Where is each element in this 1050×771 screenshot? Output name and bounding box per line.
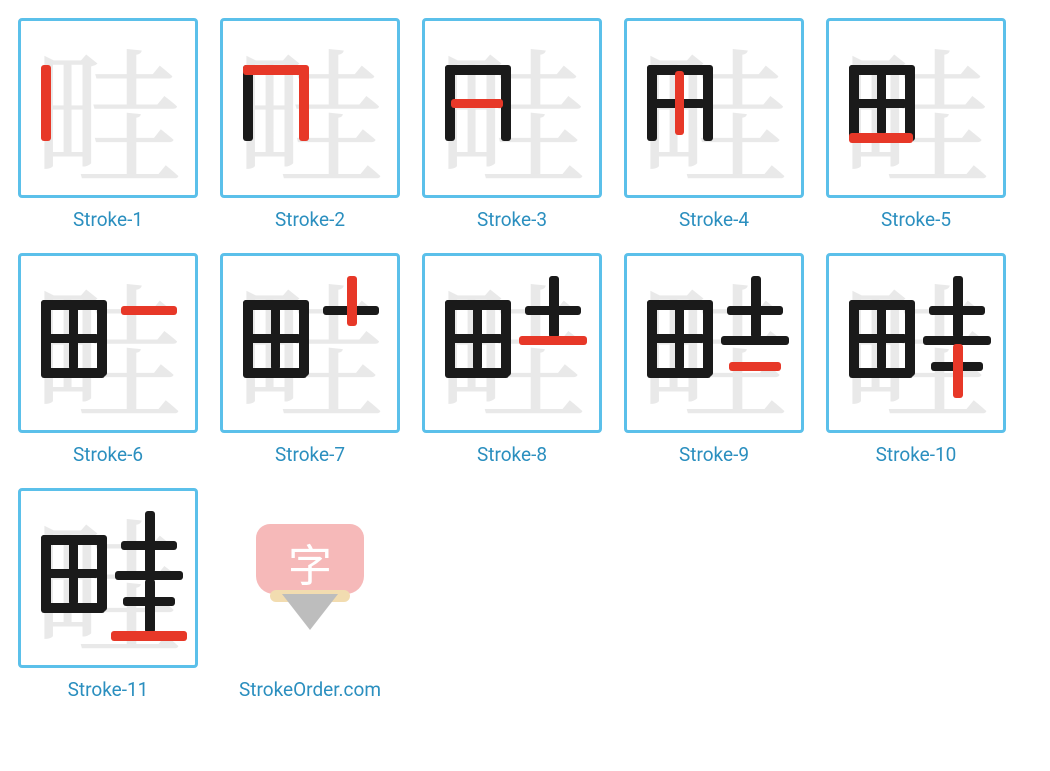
strokeorder-logo-icon: 字	[256, 524, 364, 646]
stroke-cell: 畦 Stroke-11	[18, 488, 198, 701]
stroke-caption: Stroke-11	[68, 678, 149, 701]
stroke-layer	[627, 21, 801, 195]
prev-stroke	[953, 276, 963, 338]
prev-stroke	[69, 306, 78, 370]
logo-pencil-tip-icon	[282, 594, 338, 630]
prev-stroke	[145, 511, 155, 573]
stroke-tile: 畦	[220, 253, 400, 433]
stroke-caption: Stroke-3	[477, 208, 547, 231]
current-stroke	[299, 65, 309, 141]
prev-stroke	[243, 65, 253, 141]
current-stroke	[121, 306, 177, 315]
prev-stroke	[675, 306, 684, 370]
stroke-order-grid: 畦 Stroke-1 畦 Stroke-2 畦 Stroke-3 畦 Stroke-4 畦 Str…	[18, 18, 1032, 701]
logo-caption: StrokeOrder.com	[239, 678, 381, 701]
prev-stroke	[41, 368, 105, 378]
prev-stroke	[445, 65, 509, 75]
stroke-layer	[425, 256, 599, 430]
prev-stroke	[41, 603, 105, 613]
stroke-caption: Stroke-10	[876, 443, 957, 466]
prev-stroke	[721, 336, 789, 345]
stroke-layer	[21, 491, 195, 665]
current-stroke	[729, 362, 781, 371]
prev-stroke	[877, 306, 886, 370]
stroke-layer	[425, 21, 599, 195]
stroke-cell: 畦 Stroke-7	[220, 253, 400, 466]
stroke-tile: 畦	[624, 253, 804, 433]
stroke-tile: 畦	[220, 18, 400, 198]
stroke-layer	[627, 256, 801, 430]
current-stroke	[243, 65, 307, 75]
current-stroke	[849, 133, 913, 143]
stroke-cell: 畦 Stroke-6	[18, 253, 198, 466]
stroke-tile: 畦	[624, 18, 804, 198]
stroke-layer	[223, 256, 397, 430]
prev-stroke	[877, 71, 886, 135]
stroke-cell: 畦 Stroke-3	[422, 18, 602, 231]
prev-stroke	[849, 368, 913, 378]
prev-stroke	[647, 368, 711, 378]
stroke-caption: Stroke-2	[275, 208, 345, 231]
current-stroke	[347, 276, 357, 326]
stroke-layer	[829, 21, 1003, 195]
stroke-layer	[21, 256, 195, 430]
stroke-tile: 畦	[422, 253, 602, 433]
stroke-cell: 畦 Stroke-8	[422, 253, 602, 466]
prev-stroke	[751, 276, 761, 338]
stroke-caption: Stroke-8	[477, 443, 547, 466]
current-stroke	[111, 631, 187, 641]
stroke-caption: Stroke-6	[73, 443, 143, 466]
stroke-cell: 畦 Stroke-5	[826, 18, 1006, 231]
stroke-tile: 畦	[18, 18, 198, 198]
stroke-cell: 畦 Stroke-10	[826, 253, 1006, 466]
stroke-caption: Stroke-9	[679, 443, 749, 466]
logo-tile: 字	[220, 488, 400, 668]
stroke-tile: 畦	[18, 488, 198, 668]
current-stroke	[41, 65, 51, 141]
prev-stroke	[243, 368, 307, 378]
current-stroke	[451, 99, 503, 108]
stroke-caption: Stroke-7	[275, 443, 345, 466]
logo-char: 字	[256, 530, 364, 594]
stroke-caption: Stroke-4	[679, 208, 749, 231]
stroke-layer	[21, 21, 195, 195]
logo-cell: 字 StrokeOrder.com	[220, 488, 400, 701]
stroke-cell: 畦 Stroke-1	[18, 18, 198, 231]
stroke-tile: 畦	[826, 18, 1006, 198]
stroke-cell: 畦 Stroke-9	[624, 253, 804, 466]
stroke-layer	[223, 21, 397, 195]
stroke-tile: 畦	[18, 253, 198, 433]
prev-stroke	[145, 579, 155, 633]
stroke-caption: Stroke-1	[73, 208, 143, 231]
prev-stroke	[473, 306, 482, 370]
stroke-layer	[829, 256, 1003, 430]
current-stroke	[675, 71, 684, 135]
prev-stroke	[549, 276, 559, 338]
current-stroke	[519, 336, 587, 345]
stroke-cell: 畦 Stroke-2	[220, 18, 400, 231]
prev-stroke	[271, 306, 280, 370]
stroke-cell: 畦 Stroke-4	[624, 18, 804, 231]
prev-stroke	[69, 541, 78, 605]
stroke-caption: Stroke-5	[881, 208, 951, 231]
stroke-tile: 畦	[826, 253, 1006, 433]
stroke-tile: 畦	[422, 18, 602, 198]
current-stroke	[953, 344, 963, 398]
prev-stroke	[445, 368, 509, 378]
